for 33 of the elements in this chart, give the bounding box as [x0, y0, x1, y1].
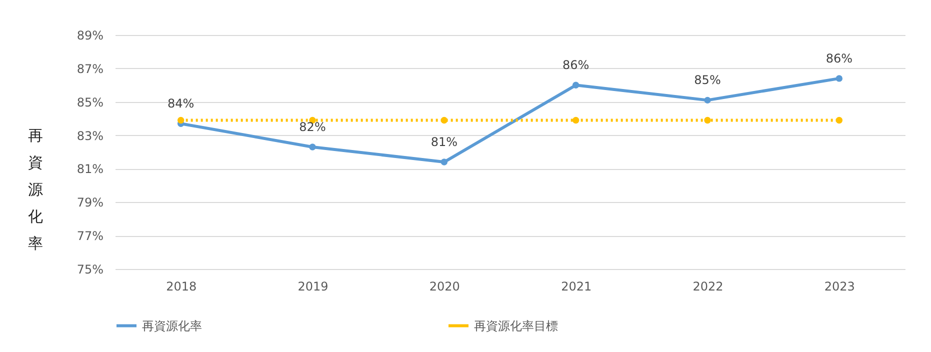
point: [572, 82, 580, 88]
y-tick-label: 79%: [76, 196, 104, 210]
point: [836, 116, 843, 124]
y-tick-label: 81%: [76, 162, 104, 176]
data-label: 86%: [826, 51, 853, 66]
y-tick-label: 87%: [76, 62, 104, 76]
legend-label: 再資源化率: [142, 318, 202, 333]
point: [440, 116, 448, 124]
point: [704, 96, 711, 104]
x-tick-label: 2018: [166, 280, 197, 294]
data-label: 82%: [299, 120, 326, 134]
x-tick-label: 2022: [692, 280, 724, 294]
data-label: 84%: [167, 96, 194, 111]
x-tick-label: 2020: [429, 280, 460, 294]
data-label: 85%: [694, 73, 721, 88]
x-tick-label: 2019: [298, 280, 328, 294]
y-tick-label: 77%: [76, 229, 104, 244]
data-label: 81%: [430, 135, 458, 150]
point: [440, 158, 448, 166]
point: [572, 116, 580, 124]
x-tick-label: 2021: [561, 280, 592, 294]
point: [309, 144, 316, 150]
point: [704, 116, 711, 124]
y-axis-title: 再資源化率: [28, 126, 43, 252]
y-tick-label: 85%: [76, 95, 104, 110]
data-label: 86%: [562, 58, 590, 72]
x-tick-label: 2023: [824, 280, 855, 294]
point: [177, 116, 184, 124]
y-tick-label: 83%: [76, 128, 104, 143]
y-tick-label: 89%: [76, 28, 104, 42]
y-tick-label: 75%: [76, 262, 104, 276]
point: [836, 75, 843, 82]
legend-label: 再資源化率目標: [474, 318, 558, 333]
